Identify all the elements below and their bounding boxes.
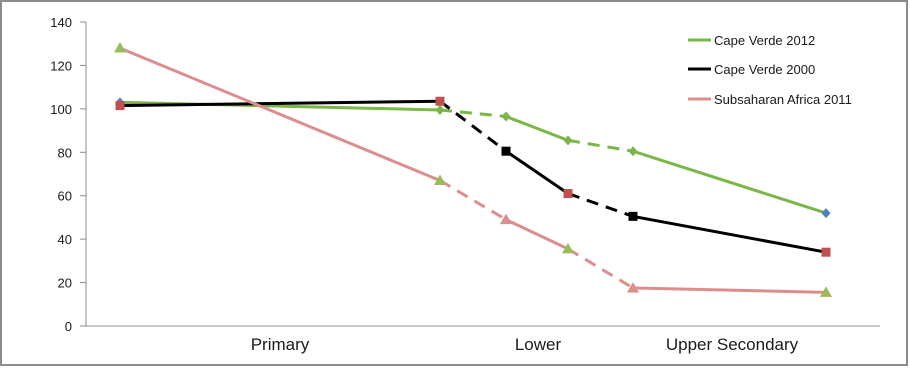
series-segment: [505, 149, 569, 195]
data-point-diamond: [435, 104, 445, 115]
legend-label: Subsaharan Africa 2011: [714, 92, 852, 107]
y-tick-label: 80: [58, 145, 72, 160]
y-tick-label: 140: [50, 15, 72, 30]
x-category-label: Primary: [251, 335, 310, 354]
y-axis: 0 20 40 60 80 100 120 140: [50, 15, 86, 334]
data-point-square: [563, 189, 573, 199]
series-segment: [632, 286, 827, 294]
series-segment: [439, 100, 507, 153]
y-tick-label: 40: [58, 232, 72, 247]
data-point-triangle: [627, 282, 639, 293]
data-point-triangle: [562, 242, 574, 254]
x-axis-categories: Primary Lower Upper Secondary: [251, 335, 799, 354]
series-segment: [439, 179, 507, 221]
data-point-diamond: [501, 111, 511, 122]
series-cape-verde-2000: [115, 96, 831, 257]
series-segment: [119, 46, 441, 182]
y-tick-label: 20: [58, 276, 72, 291]
series-segment: [567, 192, 634, 218]
series-layer: [114, 42, 832, 297]
legend-label: Cape Verde 2000: [714, 62, 815, 77]
series-segment: [632, 149, 827, 215]
series-segment: [439, 108, 507, 118]
data-point-triangle: [500, 213, 512, 225]
y-tick-label: 100: [50, 102, 72, 117]
y-tick-label: 60: [58, 189, 72, 204]
legend: Cape Verde 2012 Cape Verde 2000 Subsaharan…: [688, 33, 852, 107]
data-point-diamond: [821, 208, 831, 219]
series-segment: [505, 115, 569, 142]
data-point-diamond: [628, 146, 638, 157]
data-point-diamond: [563, 135, 573, 146]
data-point-triangle: [114, 42, 126, 53]
series-subsaharan-africa-2011: [114, 42, 832, 297]
data-point-square: [501, 146, 511, 156]
series-segment: [567, 247, 634, 290]
series-segment: [119, 99, 441, 108]
x-category-label: Lower: [515, 335, 562, 354]
data-point-square: [115, 101, 125, 111]
data-point-square: [821, 247, 831, 257]
series-segment: [632, 214, 827, 254]
legend-label: Cape Verde 2012: [714, 33, 815, 48]
x-category-label: Upper Secondary: [666, 335, 799, 354]
series-segment: [567, 138, 634, 153]
data-point-triangle: [820, 286, 832, 297]
data-point-square: [628, 211, 638, 221]
y-tick-label: 120: [50, 58, 72, 73]
data-point-triangle: [434, 174, 446, 186]
data-point-square: [435, 96, 445, 106]
series-segment: [505, 218, 569, 251]
y-tick-label: 0: [65, 319, 72, 334]
